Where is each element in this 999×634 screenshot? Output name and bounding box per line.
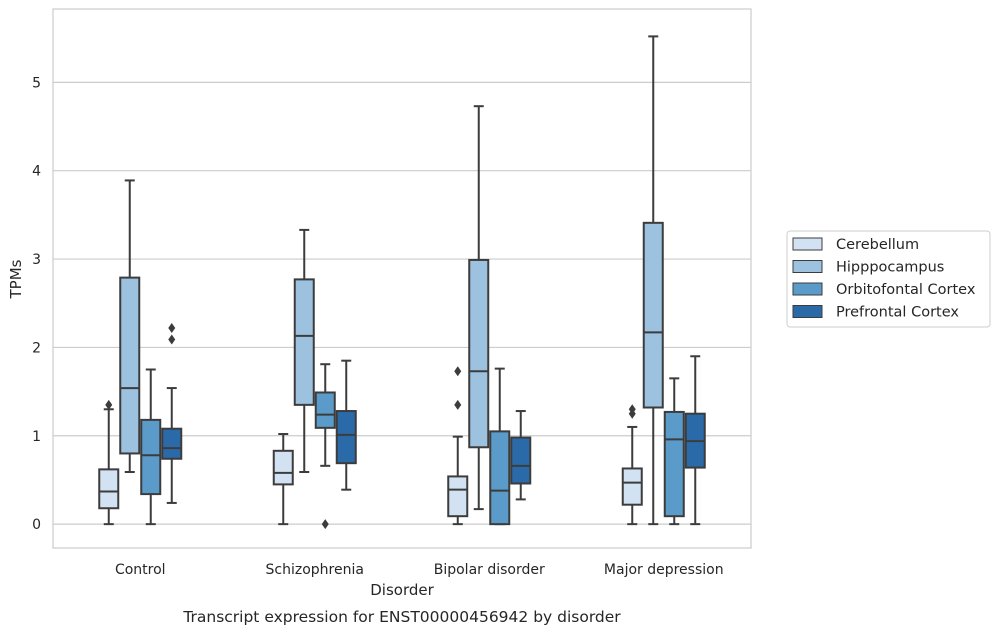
box-1-1 — [293, 228, 315, 474]
plot-frame — [52, 8, 752, 549]
box-3-0 — [161, 322, 183, 504]
x-tick-labels: Control Schizophrenia Bipolar disorder Majo… — [115, 562, 724, 578]
y-tick-labels: 0 1 2 3 4 5 — [32, 75, 41, 533]
box-body — [663, 410, 685, 518]
box-3-2 — [510, 410, 532, 501]
outlier-marker — [168, 322, 176, 333]
box-body — [335, 410, 357, 465]
outlier-marker — [321, 519, 329, 530]
box-3-3 — [684, 355, 706, 526]
y-tick-label-4: 4 — [32, 164, 41, 180]
box-body — [140, 418, 162, 496]
box-1-0 — [119, 179, 141, 474]
y-tick-label-0: 0 — [32, 517, 41, 533]
box-body — [272, 449, 294, 486]
outlier-marker — [168, 334, 176, 345]
box-body — [314, 391, 336, 429]
box-0-3 — [621, 404, 643, 526]
legend-label-1: Hipppocampus — [836, 260, 944, 276]
legend-label-2: Orbitofontal Cortex — [836, 282, 976, 298]
box-body — [621, 467, 643, 506]
box-0-0 — [98, 399, 120, 526]
box-0-1 — [272, 433, 294, 526]
outlier-marker — [454, 366, 462, 377]
x-tick-label-1: Schizophrenia — [266, 562, 364, 578]
box-body — [293, 278, 315, 406]
box-1-3 — [642, 35, 664, 526]
box-2-0 — [140, 368, 162, 526]
y-tick-label-5: 5 — [32, 75, 41, 91]
legend-label-3: Prefrontal Cortex — [836, 305, 959, 321]
legend-swatch-3 — [792, 305, 823, 318]
chart-caption: Transcript expression for ENST0000045694… — [182, 608, 621, 626]
y-tick-label-1: 1 — [32, 429, 41, 445]
y-tick-label-2: 2 — [32, 340, 41, 356]
x-tick-label-0: Control — [115, 562, 166, 578]
x-tick-label-3: Major depression — [604, 562, 724, 578]
legend-swatch-1 — [792, 260, 823, 273]
outlier-marker — [105, 399, 113, 410]
box-body — [510, 436, 532, 485]
box-3-1 — [335, 359, 357, 491]
box-body — [98, 468, 120, 510]
legend-label-0: Cerebellum — [836, 237, 919, 253]
box-2-3 — [663, 377, 685, 526]
legend-swatch-2 — [792, 282, 823, 296]
x-axis-title: Disorder — [370, 581, 434, 599]
box-2-1 — [314, 363, 336, 530]
box-2-2 — [489, 367, 511, 526]
box-body — [468, 258, 490, 449]
outlier-marker — [628, 404, 636, 415]
outlier-marker — [454, 399, 462, 410]
legend-frame — [786, 230, 991, 328]
box-body — [161, 427, 183, 460]
box-1-2 — [468, 105, 490, 511]
box-0-2 — [447, 366, 469, 526]
box-body — [119, 276, 141, 455]
y-axis-title: TPMs — [7, 259, 25, 299]
box-body — [642, 221, 664, 409]
box-body — [489, 430, 511, 526]
legend: Cerebellum Hipppocampus Orbitofontal Corte… — [786, 230, 991, 328]
x-tick-label-2: Bipolar disorder — [434, 562, 545, 578]
y-tick-label-3: 3 — [32, 252, 41, 268]
box-layer — [98, 35, 706, 530]
box-body — [447, 475, 469, 518]
legend-swatch-0 — [792, 237, 823, 251]
